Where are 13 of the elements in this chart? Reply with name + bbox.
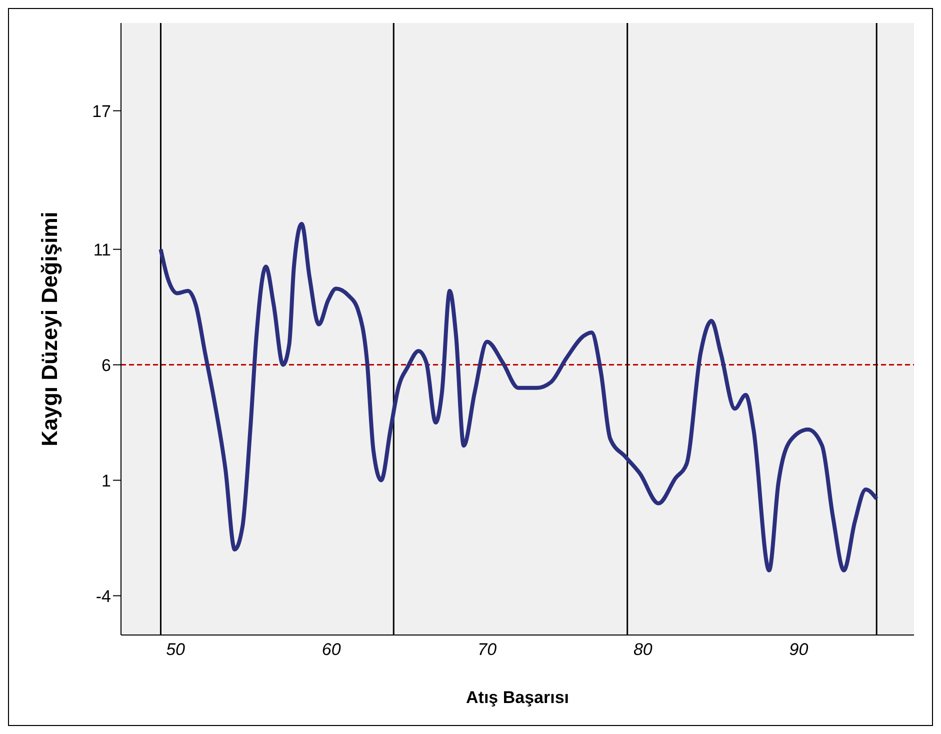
y-tick-label: 11 xyxy=(93,240,111,260)
x-tick-label: 90 xyxy=(789,640,809,660)
y-axis-title: Kaygı Düzeyi Değişimi xyxy=(36,212,62,446)
y-tick-label: 6 xyxy=(102,356,111,375)
x-tick-label: 70 xyxy=(478,640,498,660)
line-series xyxy=(158,222,879,572)
x-tick-label: 80 xyxy=(633,640,653,660)
x-tick-label: 50 xyxy=(166,640,186,660)
y-tick-label: -4 xyxy=(96,586,111,606)
x-tick-label: 60 xyxy=(322,640,342,660)
y-tick-label: 17 xyxy=(92,102,111,121)
x-axis-title: Atış Başarısı xyxy=(466,688,569,707)
y-tick-label: 1 xyxy=(102,471,111,490)
